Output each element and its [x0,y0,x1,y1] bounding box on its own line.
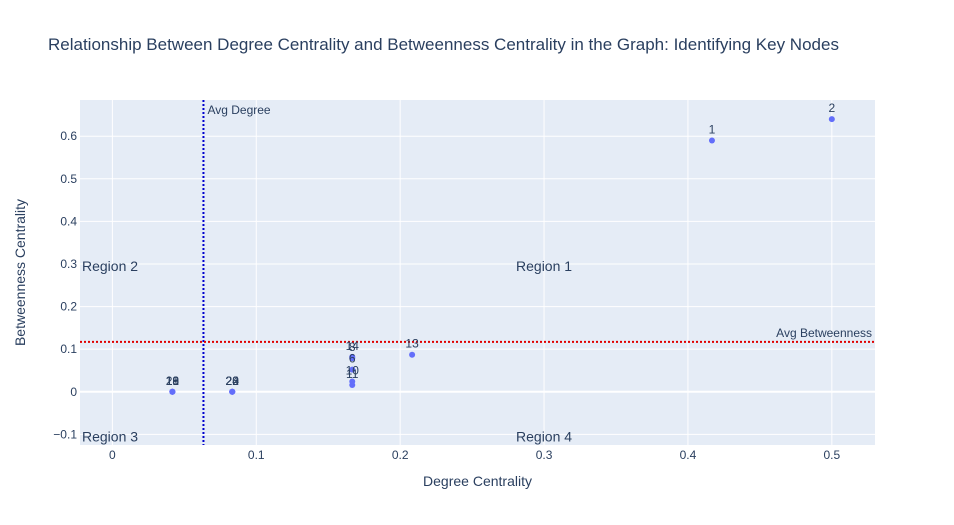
y-tick-label: 0.4 [60,214,77,228]
y-tick-label: 0.3 [60,257,77,271]
point-label: 14 [346,339,360,353]
chart-title: Relationship Between Degree Centrality a… [48,35,839,54]
plot-area [80,100,875,445]
x-axis-ticks: 0 0.1 0.2 0.3 0.4 0.5 [109,448,840,462]
x-tick-label: 0.4 [680,448,697,462]
data-point [349,355,356,362]
y-tick-label: 0.1 [60,342,77,356]
y-axis-title: Betweenness Centrality [12,199,28,346]
y-axis-ticks: −0.1 0 0.1 0.2 0.3 0.4 0.5 0.6 [53,129,77,441]
point-label: 8 [349,340,356,354]
point-label: 11 [346,367,359,381]
point-label: 10 [346,364,360,378]
point-label: 6 [349,352,356,366]
data-point [349,381,356,388]
region-label: Region 1 [516,258,572,274]
data-point [708,137,715,144]
region-annotations: Region 1 Region 2 Region 3 Region 4 [82,258,572,444]
region-label: Region 2 [82,258,138,274]
point-label: 19 [166,374,180,388]
x-tick-label: 0.3 [536,448,553,462]
x-axis-title: Degree Centrality [423,473,532,489]
data-point [229,388,236,395]
avg-degree-label: Avg Degree [207,103,270,117]
x-tick-label: 0 [109,448,116,462]
grid [80,100,875,445]
data-point [409,351,416,358]
point-label: 1 [709,122,716,136]
region-label: Region 4 [516,428,572,444]
y-tick-label: −0.1 [53,427,77,441]
reference-lines: Avg Degree Avg Betweenness [80,100,875,445]
point-label: 20 [226,374,240,388]
x-tick-label: 0.2 [392,448,409,462]
point-label: 16 [166,374,180,388]
point-label: 2 [828,101,835,115]
point-label: 23 [226,374,240,388]
y-tick-label: 0.2 [60,300,77,314]
data-point [169,388,176,395]
y-tick-label: 0.5 [60,172,77,186]
y-tick-label: 0.6 [60,129,77,143]
data-points [169,116,835,395]
point-label: 22 [226,374,240,388]
x-tick-label: 0.1 [248,448,265,462]
avg-betweenness-label: Avg Betweenness [776,326,872,340]
y-tick-label: 0 [70,385,77,399]
point-label: 13 [405,337,419,351]
point-label: 24 [226,374,240,388]
x-tick-label: 0.5 [823,448,840,462]
region-label: Region 3 [82,428,138,444]
data-point [349,366,356,373]
data-point [828,116,835,123]
point-label: 18 [166,374,180,388]
point-label: 21 [166,374,180,388]
